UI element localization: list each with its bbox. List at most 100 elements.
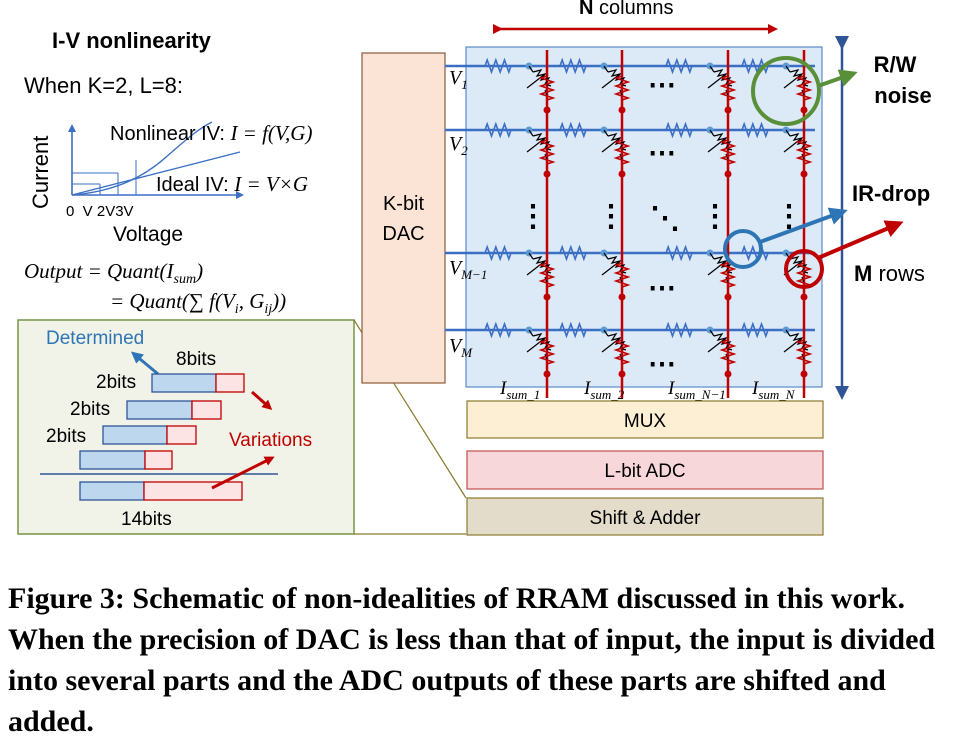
column-resistor (613, 262, 631, 288)
ellipsis-row-m: ⋯ (648, 348, 676, 379)
output-formula: Output = Quant(Isum) = Quant(∑ f(Vi, Gij… (24, 259, 286, 317)
column-resistor (613, 75, 631, 101)
column-resistor (795, 139, 813, 165)
mux-label: MUX (624, 411, 667, 432)
column-node (800, 106, 808, 114)
wire-resistor (559, 57, 587, 75)
bar4-variation (144, 450, 173, 470)
bit-slicing-inset: Determined 8bits 2bits 2bits 2bits Varia… (17, 319, 467, 535)
bar1-determined (151, 373, 217, 393)
column-resistor (538, 262, 556, 288)
column-node (618, 106, 626, 114)
column-resistor (613, 139, 631, 165)
v-label-m-1: VM−1 (449, 257, 487, 282)
variation-circle (784, 249, 824, 289)
column-node (724, 293, 732, 301)
wire-resistor (665, 121, 693, 139)
column-resistor (795, 339, 813, 365)
annotations: R/W noise IR-drop (723, 52, 932, 289)
column-resistor (719, 75, 737, 101)
dac-line1: K-bit (383, 193, 425, 215)
iv-y-label: Current (28, 136, 53, 209)
wire-resistor (741, 244, 769, 262)
iv-x-label: Voltage (113, 223, 183, 246)
bits2-label-c: 2bits (46, 426, 86, 447)
rw-noise-label-1: R/W (874, 52, 917, 77)
dac-block: K-bit DAC (361, 52, 446, 384)
column-resistor (719, 139, 737, 165)
column-resistor (538, 339, 556, 365)
ir-drop-label: IR-drop (852, 181, 930, 206)
variation-arrow (817, 220, 904, 260)
ellipsis-row-2: ⋯ (648, 137, 676, 168)
column-node (543, 106, 551, 114)
wire-resistor (559, 244, 587, 262)
wire-resistor (559, 321, 587, 339)
bits8-label: 8bits (176, 349, 216, 370)
iv-x-ticks: 0 V 2V3V (66, 203, 134, 220)
mux-box (466, 400, 824, 439)
n-columns-label: N columns (579, 0, 673, 19)
column-resistor (719, 262, 737, 288)
peripheral-blocks: MUX L-bit ADC Shift & Adder (466, 400, 824, 536)
bar2-determined (126, 400, 193, 420)
bar-total-variation (143, 481, 243, 501)
column-node (543, 370, 551, 378)
bits2-label-b: 2bits (70, 399, 110, 420)
adc-box (466, 450, 824, 490)
column-node (724, 370, 732, 378)
v-label-2: V2 (449, 133, 468, 158)
wire-resistor (741, 321, 769, 339)
iv-title: I-V nonlinearity (52, 28, 212, 53)
wire-resistor (484, 57, 512, 75)
column-node (800, 293, 808, 301)
iv-panel: I-V nonlinearity When K=2, L=8: Nonlinea… (24, 28, 312, 246)
adc-label: L-bit ADC (604, 461, 685, 482)
rw-noise-circle (751, 56, 821, 126)
rw-noise-arrow (817, 69, 858, 88)
ir-drop-circle (723, 229, 763, 269)
column-resistor (719, 339, 737, 365)
crossbar: N columns M rows V1 V2 VM−1 VM Isum_1 Is… (445, 0, 925, 402)
bar3-determined (102, 425, 168, 445)
wire-resistor (665, 321, 693, 339)
v-label-m: VM (449, 335, 473, 360)
rw-noise-label-2: noise (874, 83, 931, 108)
shift-adder-label: Shift & Adder (590, 508, 702, 529)
wire-resistor (484, 121, 512, 139)
ellipsis-row-m-1: ⋯ (648, 272, 676, 303)
determined-label: Determined (46, 328, 144, 349)
variations-label: Variations (229, 430, 312, 451)
rram-cell (601, 252, 627, 284)
i-label-n-1: Isum_N−1 (667, 378, 726, 402)
wire-resistor (741, 121, 769, 139)
output-formula-line1: Output = Quant(Isum) (24, 259, 203, 287)
wire-resistor (484, 244, 512, 262)
wire-resistor (559, 121, 587, 139)
shift-adder-box (466, 497, 824, 536)
bar1-variation (215, 373, 245, 393)
column-node (618, 170, 626, 178)
wire-resistor (665, 57, 693, 75)
ideal-iv-line (71, 151, 241, 196)
bits14-label: 14bits (121, 509, 172, 530)
determined-arrow (130, 351, 159, 376)
column-resistor (538, 139, 556, 165)
ellipsis-col-2: ⋮ (596, 200, 626, 233)
nonlinear-iv-curve (71, 121, 213, 196)
crossbar-cells (484, 57, 813, 378)
bar4-determined (79, 450, 146, 470)
variations-arrow-top (251, 390, 273, 410)
column-node (724, 106, 732, 114)
v-label-1: V1 (449, 67, 468, 92)
i-label-1: Isum_1 (499, 378, 540, 402)
ellipsis-row-1: ⋯ (648, 69, 676, 100)
rram-schematic: I-V nonlinearity When K=2, L=8: Nonlinea… (17, 0, 932, 536)
i-label-n: Isum_N (751, 378, 796, 402)
bits2-label-a: 2bits (96, 372, 136, 393)
bar3-variation (166, 425, 197, 445)
ellipsis-col-1: ⋮ (518, 200, 548, 233)
column-node (543, 170, 551, 178)
column-resistor (795, 75, 813, 101)
bar-total-determined (79, 481, 145, 501)
